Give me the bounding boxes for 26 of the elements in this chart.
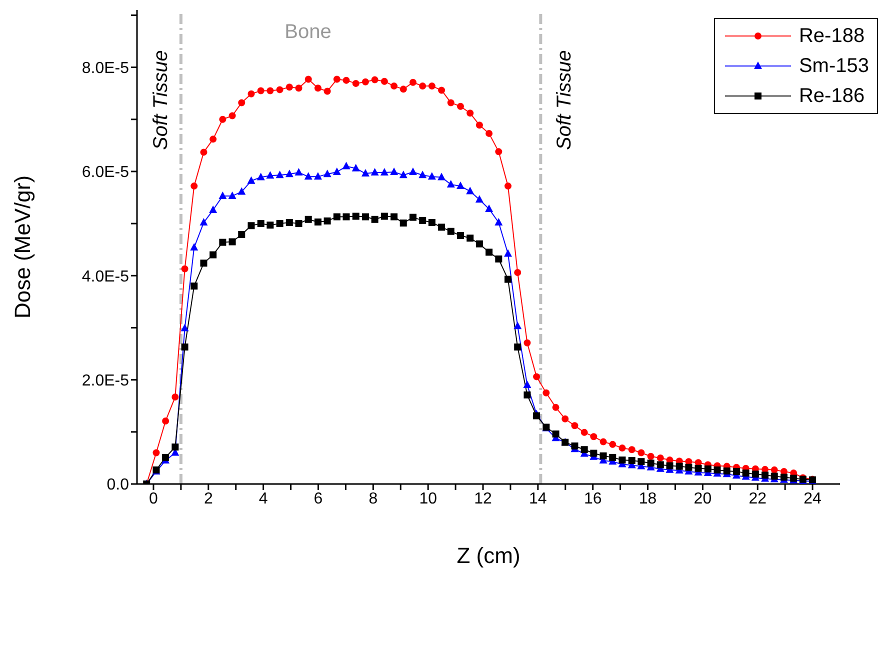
x-tick-label: 0 — [149, 490, 158, 508]
ref-line-label: Soft Tissue — [554, 50, 576, 150]
x-tick-label: 6 — [314, 490, 323, 508]
x-tick-label: 16 — [584, 490, 602, 508]
y-tick-label: 8.0E-5 — [82, 60, 130, 77]
y-axis-title: Dose (MeV/gr) — [10, 175, 35, 319]
x-tick-label: 18 — [638, 490, 657, 508]
x-tick-label: 12 — [474, 490, 492, 508]
x-tick-label: 22 — [748, 490, 767, 508]
y-tick-label: 4.0E-5 — [82, 268, 130, 286]
y-tick-label: 0.0 — [106, 476, 130, 494]
x-tick-label: 10 — [419, 490, 438, 508]
x-tick-label: 8 — [368, 490, 378, 508]
x-tick-label: 2 — [204, 490, 213, 508]
annotation: Bone — [284, 21, 332, 43]
x-tick-label: 14 — [529, 490, 547, 508]
legend-label: Re-186 — [798, 84, 865, 108]
x-axis-title: Z (cm) — [456, 543, 520, 568]
y-tick-label: 2.0E-5 — [82, 372, 130, 390]
x-tick-label: 4 — [258, 490, 268, 508]
y-tick-label: 6.0E-5 — [82, 164, 130, 182]
legend-label: Sm-153 — [798, 54, 869, 78]
x-tick-label: 24 — [804, 490, 822, 508]
legend-label: Re-188 — [798, 24, 865, 48]
x-tick-label: 20 — [694, 490, 712, 508]
ref-line-label: Soft Tissue — [150, 50, 172, 150]
